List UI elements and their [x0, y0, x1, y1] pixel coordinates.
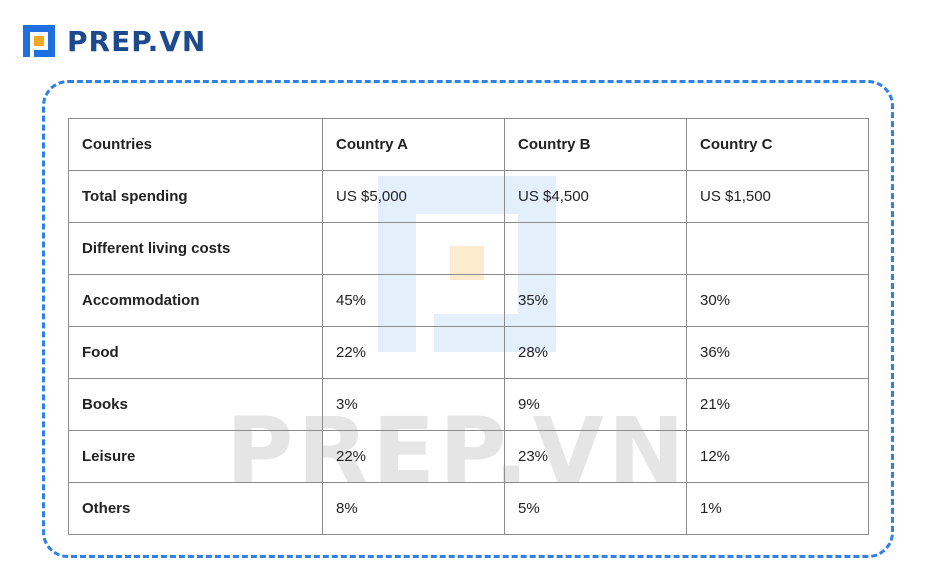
table-cell: 9% — [504, 378, 687, 431]
row-label: Total spending — [68, 170, 323, 223]
table-row: Different living costs — [68, 222, 869, 275]
column-header: Country A — [322, 118, 505, 171]
table-cell: US $5,000 — [322, 170, 505, 223]
row-label: Accommodation — [68, 274, 323, 327]
row-label: Others — [68, 482, 323, 535]
table-cell: 3% — [322, 378, 505, 431]
table-header-row: Countries Country A Country B Country C — [68, 118, 869, 171]
table-cell: 28% — [504, 326, 687, 379]
row-label: Books — [68, 378, 323, 431]
table-cell: US $4,500 — [504, 170, 687, 223]
column-header: Countries — [68, 118, 323, 171]
table-cell: 5% — [504, 482, 687, 535]
column-header: Country B — [504, 118, 687, 171]
living-costs-table: Countries Country A Country B Country C Tota… — [68, 118, 869, 535]
table-cell — [322, 222, 505, 275]
brand-logo: PREP.VN — [20, 21, 206, 61]
table-row: Books 3% 9% 21% — [68, 378, 869, 431]
table-row: Food 22% 28% 36% — [68, 326, 869, 379]
table-row: Accommodation 45% 35% 30% — [68, 274, 869, 327]
table-cell: 35% — [504, 274, 687, 327]
table-cell — [686, 222, 869, 275]
table-cell: 21% — [686, 378, 869, 431]
table-row: Leisure 22% 23% 12% — [68, 430, 869, 483]
table-cell: 22% — [322, 430, 505, 483]
table-cell: 36% — [686, 326, 869, 379]
table-cell: 30% — [686, 274, 869, 327]
table-cell — [504, 222, 687, 275]
table-cell: 12% — [686, 430, 869, 483]
row-label: Leisure — [68, 430, 323, 483]
table-cell: 45% — [322, 274, 505, 327]
table-row: Total spending US $5,000 US $4,500 US $1,50… — [68, 170, 869, 223]
table-cell: 22% — [322, 326, 505, 379]
table-row: Others 8% 5% 1% — [68, 482, 869, 535]
row-label: Food — [68, 326, 323, 379]
table-cell: 1% — [686, 482, 869, 535]
table-cell: 8% — [322, 482, 505, 535]
table-cell: US $1,500 — [686, 170, 869, 223]
row-label: Different living costs — [68, 222, 323, 275]
column-header: Country C — [686, 118, 869, 171]
brand-name: PREP.VN — [67, 24, 207, 58]
dashed-frame — [42, 80, 894, 558]
table-cell: 23% — [504, 430, 687, 483]
prep-logo-icon — [20, 22, 58, 60]
